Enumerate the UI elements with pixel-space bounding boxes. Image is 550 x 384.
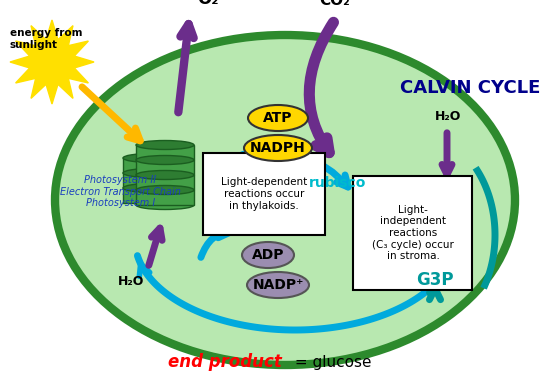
Text: Light-dependent
reactions occur
in thylakoids.: Light-dependent reactions occur in thyla…: [221, 177, 307, 210]
Ellipse shape: [247, 272, 309, 298]
Text: CALVIN CYCLE: CALVIN CYCLE: [400, 79, 540, 97]
Text: Photosystem II
Electron Transport Chain
Photosystem I: Photosystem II Electron Transport Chain …: [60, 175, 181, 208]
Ellipse shape: [136, 185, 194, 195]
Bar: [123, 158, 181, 173]
Text: energy from
sunlight: energy from sunlight: [10, 28, 82, 50]
FancyBboxPatch shape: [203, 153, 325, 235]
Ellipse shape: [242, 242, 294, 268]
Bar: [123, 188, 181, 203]
Polygon shape: [10, 20, 94, 104]
Text: CO₂: CO₂: [320, 0, 350, 8]
Text: rubisco: rubisco: [309, 176, 367, 190]
Text: NADPH: NADPH: [250, 141, 306, 155]
Text: ADP: ADP: [252, 248, 284, 262]
Text: H₂O: H₂O: [118, 275, 144, 288]
Ellipse shape: [123, 154, 181, 162]
Ellipse shape: [244, 135, 312, 161]
FancyBboxPatch shape: [353, 176, 472, 290]
Bar: [136, 145, 194, 160]
Bar: [136, 190, 194, 205]
Ellipse shape: [136, 170, 194, 179]
Text: = glucose: = glucose: [290, 354, 371, 369]
Text: O₂: O₂: [197, 0, 218, 8]
Bar: [136, 160, 194, 175]
Bar: [136, 175, 194, 190]
Ellipse shape: [136, 156, 194, 164]
Text: NADP⁺: NADP⁺: [252, 278, 304, 292]
Text: G3P: G3P: [416, 271, 454, 289]
Ellipse shape: [55, 35, 515, 365]
Ellipse shape: [123, 184, 181, 192]
Text: H₂O: H₂O: [435, 110, 461, 123]
Text: ATP: ATP: [263, 111, 293, 125]
Text: Light-
independent
reactions
(C₃ cycle) occur
in stroma.: Light- independent reactions (C₃ cycle) …: [372, 205, 454, 261]
Bar: [123, 173, 181, 188]
Ellipse shape: [248, 105, 308, 131]
Ellipse shape: [136, 200, 194, 210]
Ellipse shape: [136, 141, 194, 149]
Text: end product: end product: [168, 353, 282, 371]
Ellipse shape: [123, 169, 181, 177]
